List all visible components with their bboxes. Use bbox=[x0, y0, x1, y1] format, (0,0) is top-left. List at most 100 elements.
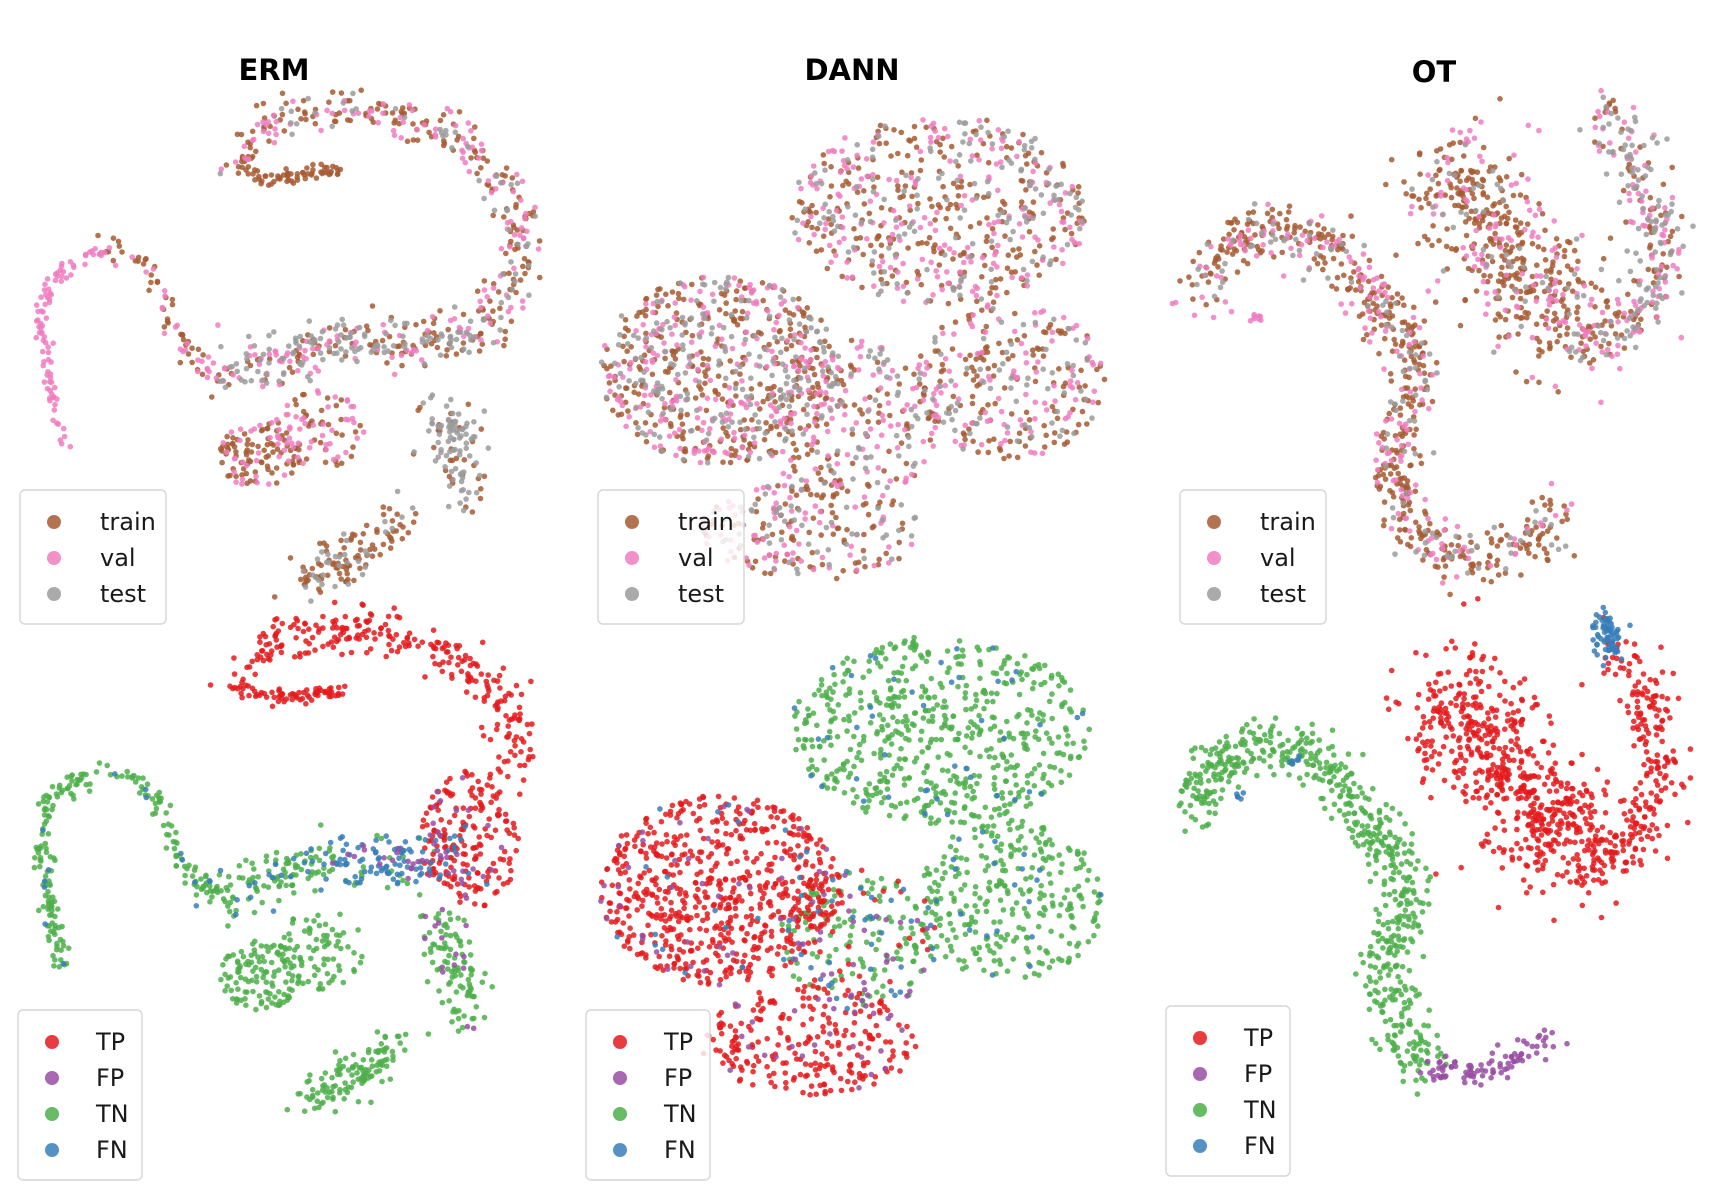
scatter-point bbox=[598, 359, 605, 366]
scatter-point bbox=[426, 428, 432, 434]
scatter-point bbox=[799, 522, 805, 529]
scatter-point bbox=[438, 331, 445, 337]
scatter-point bbox=[643, 432, 649, 438]
scatter-point bbox=[1630, 219, 1636, 226]
scatter-point bbox=[42, 301, 48, 308]
scatter-point bbox=[1430, 223, 1436, 229]
scatter-point bbox=[1621, 310, 1628, 317]
scatter-point bbox=[871, 283, 877, 289]
scatter-point bbox=[1392, 341, 1399, 348]
scatter-point bbox=[835, 364, 841, 371]
scatter-point bbox=[1457, 139, 1463, 146]
scatter-point bbox=[1418, 460, 1425, 467]
scatter-point bbox=[800, 406, 807, 413]
scatter-point bbox=[1535, 244, 1542, 250]
scatter-point bbox=[935, 134, 942, 141]
scatter-point bbox=[697, 288, 703, 295]
scatter-point bbox=[220, 440, 227, 446]
scatter-point bbox=[865, 408, 871, 415]
scatter-point bbox=[96, 760, 103, 766]
scatter-point bbox=[1608, 318, 1614, 325]
scatter-point bbox=[847, 552, 853, 558]
scatter-point bbox=[1574, 294, 1581, 300]
scatter-point bbox=[1212, 257, 1219, 264]
scatter-point bbox=[816, 519, 823, 526]
scatter-point bbox=[734, 322, 741, 328]
scatter-point bbox=[848, 371, 854, 377]
scatter-point bbox=[333, 402, 340, 409]
scatter-point bbox=[381, 349, 388, 356]
scatter-point bbox=[223, 162, 230, 168]
scatter-point bbox=[45, 344, 51, 350]
scatter-point bbox=[448, 344, 455, 351]
scatter-point bbox=[313, 175, 320, 181]
scatter-point bbox=[1547, 497, 1553, 504]
scatter-point bbox=[265, 119, 272, 125]
scatter-point bbox=[340, 322, 347, 328]
scatter-point bbox=[1268, 250, 1274, 256]
scatter-point bbox=[888, 423, 894, 429]
scatter-point bbox=[1633, 250, 1639, 256]
scatter-point bbox=[1493, 235, 1499, 241]
scatter-point bbox=[808, 325, 814, 331]
scatter-point bbox=[894, 281, 900, 287]
scatter-point bbox=[250, 136, 257, 143]
scatter-point bbox=[456, 451, 463, 458]
scatter-point bbox=[1474, 543, 1480, 549]
scatter-point bbox=[1393, 407, 1399, 414]
scatter-point bbox=[796, 541, 802, 547]
scatter-point bbox=[932, 227, 939, 234]
scatter-point bbox=[1374, 467, 1381, 473]
scatter-point bbox=[321, 540, 327, 546]
scatter-point bbox=[746, 297, 752, 304]
scatter-point bbox=[841, 235, 847, 242]
scatter-point bbox=[1542, 516, 1548, 523]
scatter-point bbox=[814, 492, 820, 498]
scatter-point bbox=[310, 345, 316, 352]
scatter-point bbox=[896, 527, 902, 534]
scatter-point bbox=[826, 343, 832, 350]
scatter-point bbox=[848, 364, 855, 370]
scatter-point bbox=[1383, 322, 1389, 328]
scatter-point bbox=[909, 193, 915, 200]
scatter-point bbox=[875, 291, 882, 298]
scatter-point bbox=[1059, 247, 1065, 253]
scatter-point bbox=[737, 315, 744, 322]
scatter-point bbox=[259, 459, 265, 466]
scatter-point bbox=[795, 454, 802, 461]
scatter-point bbox=[985, 129, 991, 136]
scatter-point bbox=[731, 429, 737, 436]
scatter-point bbox=[1475, 256, 1481, 263]
scatter-point bbox=[1494, 543, 1501, 549]
scatter-point bbox=[823, 390, 829, 396]
scatter-point bbox=[745, 453, 752, 460]
scatter-point bbox=[43, 849, 50, 856]
scatter-point bbox=[1270, 221, 1276, 227]
scatter-point bbox=[1264, 210, 1271, 217]
scatter-point bbox=[1447, 591, 1453, 598]
scatter-point bbox=[1612, 311, 1619, 317]
scatter-point bbox=[1030, 352, 1036, 358]
scatter-point bbox=[344, 560, 351, 566]
scatter-point bbox=[342, 326, 349, 333]
scatter-point bbox=[1374, 479, 1381, 486]
scatter-point bbox=[984, 344, 990, 350]
scatter-point bbox=[119, 249, 125, 255]
scatter-point bbox=[757, 353, 763, 360]
scatter-point bbox=[432, 126, 439, 132]
scatter-point bbox=[340, 100, 347, 106]
scatter-point bbox=[875, 233, 881, 240]
scatter-point bbox=[1492, 289, 1498, 295]
scatter-point bbox=[1465, 555, 1472, 562]
scatter-point bbox=[731, 435, 738, 442]
scatter-point bbox=[295, 367, 301, 374]
scatter-point bbox=[1041, 444, 1048, 450]
scatter-point bbox=[671, 314, 678, 320]
scatter-point bbox=[237, 426, 244, 433]
scatter-point bbox=[789, 428, 795, 434]
scatter-point bbox=[1248, 235, 1254, 242]
scatter-point bbox=[1010, 228, 1016, 235]
scatter-point bbox=[318, 127, 324, 134]
scatter-point bbox=[350, 444, 356, 450]
scatter-point bbox=[152, 810, 159, 816]
